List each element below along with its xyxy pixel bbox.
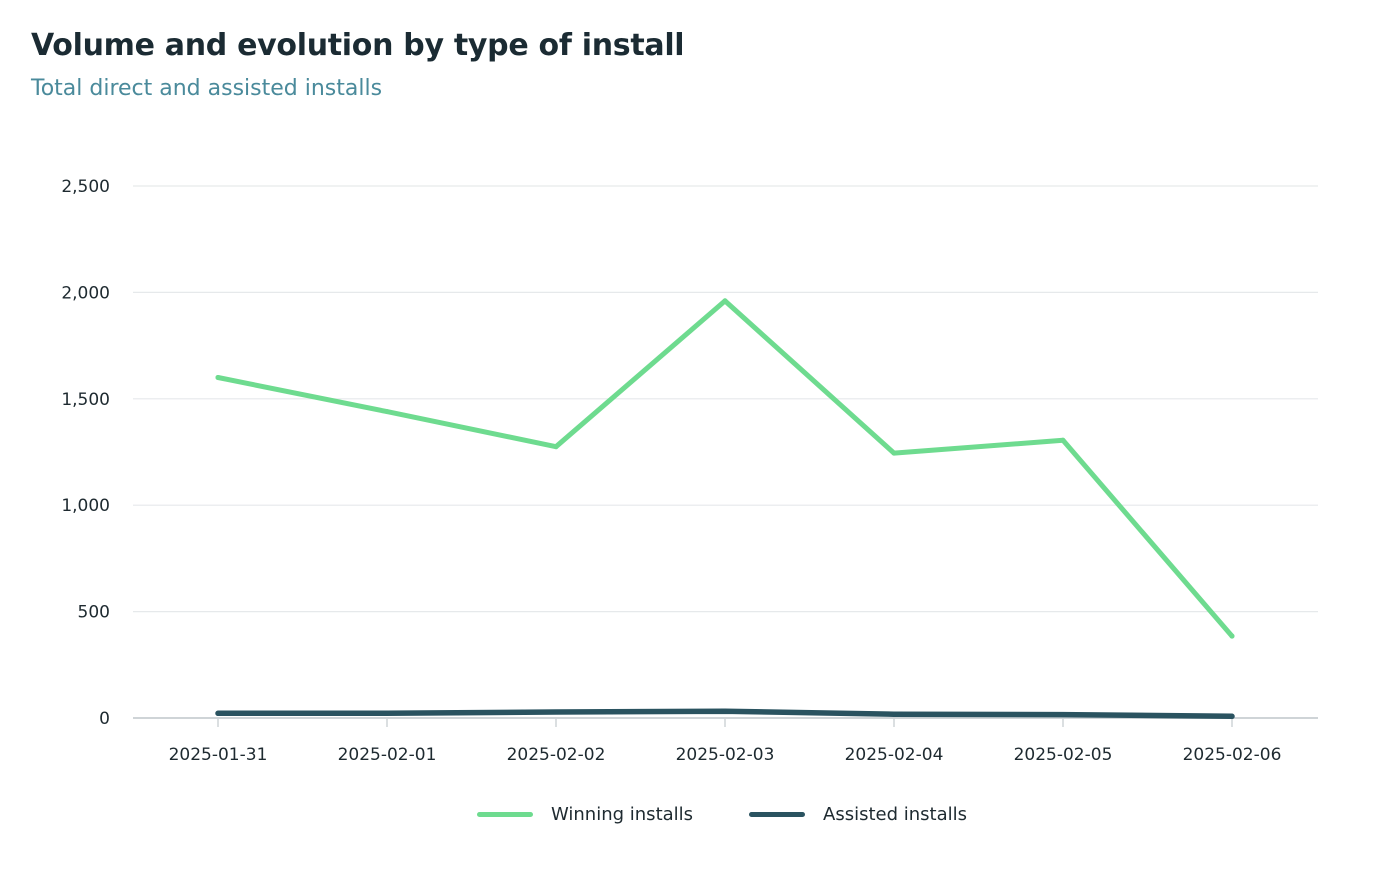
y-axis-ticks: 0 500 1,000 1,500 2,000 2,500 (61, 177, 110, 729)
legend-swatch-assisted (749, 812, 805, 817)
x-tick-label: 2025-02-04 (845, 745, 944, 765)
data-point-winning-installs[interactable] (553, 444, 559, 450)
data-point-assisted-installs[interactable] (1229, 713, 1235, 719)
data-point-winning-installs[interactable] (384, 409, 390, 415)
legend-item-assisted-installs[interactable]: Assisted installs (749, 804, 967, 825)
chart-subtitle: Total direct and assisted installs (31, 76, 383, 101)
y-tick-label: 2,000 (61, 283, 110, 303)
data-point-winning-installs[interactable] (215, 375, 221, 381)
y-tick-label: 1,500 (61, 390, 110, 410)
data-point-assisted-installs[interactable] (1060, 712, 1066, 718)
y-tick-label: 2,500 (61, 177, 110, 197)
data-point-winning-installs[interactable] (1229, 633, 1235, 639)
series-lines (215, 298, 1235, 720)
x-tick-label: 2025-02-03 (676, 745, 775, 765)
legend-swatch-winning (477, 812, 533, 817)
x-tick-label: 2025-01-31 (169, 745, 268, 765)
data-point-assisted-installs[interactable] (722, 708, 728, 714)
legend: Winning installs Assisted installs (0, 804, 1376, 834)
x-tick-label: 2025-02-01 (338, 745, 437, 765)
y-tick-label: 500 (78, 603, 110, 623)
data-point-assisted-installs[interactable] (891, 711, 897, 717)
data-point-assisted-installs[interactable] (384, 710, 390, 716)
x-axis-ticks: 2025-01-31 2025-02-01 2025-02-02 2025-02-03… (169, 718, 1282, 765)
y-tick-label: 1,000 (61, 496, 110, 516)
y-tick-label: 0 (99, 709, 110, 729)
legend-label-assisted: Assisted installs (823, 804, 967, 825)
data-point-assisted-installs[interactable] (215, 710, 221, 716)
x-tick-label: 2025-02-02 (507, 745, 606, 765)
data-point-winning-installs[interactable] (891, 450, 897, 456)
gridlines (133, 185, 1318, 719)
series-line-winning-installs[interactable] (215, 298, 1235, 639)
x-tick-label: 2025-02-06 (1183, 745, 1282, 765)
chart-title: Volume and evolution by type of install (31, 28, 685, 63)
legend-label-winning: Winning installs (551, 804, 694, 825)
data-point-winning-installs[interactable] (722, 298, 728, 304)
data-point-winning-installs[interactable] (1060, 437, 1066, 443)
x-tick-label: 2025-02-05 (1014, 745, 1113, 765)
legend-item-winning-installs[interactable]: Winning installs (477, 804, 693, 825)
data-point-assisted-installs[interactable] (553, 709, 559, 715)
